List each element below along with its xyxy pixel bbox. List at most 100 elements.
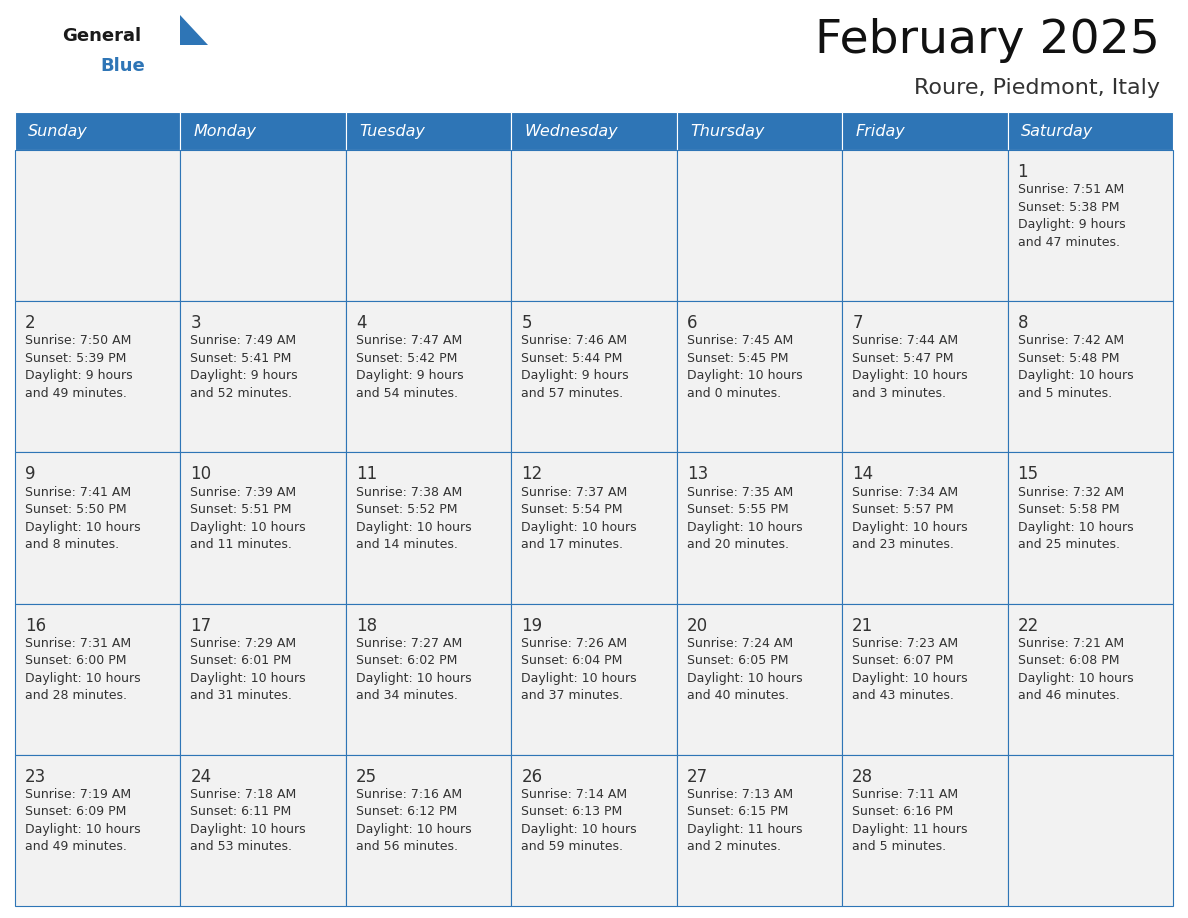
Text: 8: 8 — [1018, 314, 1028, 332]
Text: Sunrise: 7:42 AM: Sunrise: 7:42 AM — [1018, 334, 1124, 347]
Text: Daylight: 10 hours: Daylight: 10 hours — [1018, 521, 1133, 533]
Text: Sunset: 5:45 PM: Sunset: 5:45 PM — [687, 352, 788, 364]
Text: Sunrise: 7:18 AM: Sunrise: 7:18 AM — [190, 788, 297, 800]
Text: Sunrise: 7:31 AM: Sunrise: 7:31 AM — [25, 637, 131, 650]
Text: Sunset: 6:15 PM: Sunset: 6:15 PM — [687, 805, 788, 819]
Text: Daylight: 10 hours: Daylight: 10 hours — [687, 521, 802, 533]
Bar — [1007, 755, 1173, 906]
Text: Sunday: Sunday — [29, 124, 88, 139]
Text: Sunrise: 7:23 AM: Sunrise: 7:23 AM — [852, 637, 959, 650]
Bar — [181, 604, 346, 755]
Text: Sunrise: 7:47 AM: Sunrise: 7:47 AM — [356, 334, 462, 347]
Text: Daylight: 10 hours: Daylight: 10 hours — [1018, 672, 1133, 685]
Bar — [677, 112, 842, 150]
Text: Sunset: 6:05 PM: Sunset: 6:05 PM — [687, 655, 788, 667]
Text: Daylight: 10 hours: Daylight: 10 hours — [852, 521, 968, 533]
Text: and 47 minutes.: and 47 minutes. — [1018, 236, 1119, 249]
Text: Daylight: 10 hours: Daylight: 10 hours — [356, 521, 472, 533]
Text: Sunrise: 7:29 AM: Sunrise: 7:29 AM — [190, 637, 297, 650]
Text: and 11 minutes.: and 11 minutes. — [190, 538, 292, 551]
Text: Sunset: 5:42 PM: Sunset: 5:42 PM — [356, 352, 457, 364]
Bar — [1007, 150, 1173, 301]
Text: and 2 minutes.: and 2 minutes. — [687, 840, 781, 854]
Bar — [181, 150, 346, 301]
Text: Sunrise: 7:14 AM: Sunrise: 7:14 AM — [522, 788, 627, 800]
Text: and 34 minutes.: and 34 minutes. — [356, 689, 457, 702]
Text: 3: 3 — [190, 314, 201, 332]
Text: Saturday: Saturday — [1020, 124, 1093, 139]
Text: Sunrise: 7:51 AM: Sunrise: 7:51 AM — [1018, 183, 1124, 196]
Text: 14: 14 — [852, 465, 873, 484]
Bar — [511, 453, 677, 604]
Text: 15: 15 — [1018, 465, 1038, 484]
Text: Daylight: 10 hours: Daylight: 10 hours — [852, 369, 968, 382]
Text: Sunrise: 7:13 AM: Sunrise: 7:13 AM — [687, 788, 792, 800]
Text: Wednesday: Wednesday — [525, 124, 618, 139]
Text: and 8 minutes.: and 8 minutes. — [25, 538, 119, 551]
Bar — [346, 604, 511, 755]
Text: 25: 25 — [356, 767, 377, 786]
Text: Sunrise: 7:34 AM: Sunrise: 7:34 AM — [852, 486, 959, 498]
Text: and 40 minutes.: and 40 minutes. — [687, 689, 789, 702]
Text: Sunset: 5:44 PM: Sunset: 5:44 PM — [522, 352, 623, 364]
Text: and 14 minutes.: and 14 minutes. — [356, 538, 457, 551]
Text: Sunset: 6:00 PM: Sunset: 6:00 PM — [25, 655, 126, 667]
Text: and 53 minutes.: and 53 minutes. — [190, 840, 292, 854]
Text: Roure, Piedmont, Italy: Roure, Piedmont, Italy — [914, 78, 1159, 98]
Text: Sunrise: 7:27 AM: Sunrise: 7:27 AM — [356, 637, 462, 650]
Bar — [346, 112, 511, 150]
Text: 28: 28 — [852, 767, 873, 786]
Text: 1: 1 — [1018, 163, 1028, 181]
Text: 6: 6 — [687, 314, 697, 332]
Text: 23: 23 — [25, 767, 46, 786]
Bar — [677, 453, 842, 604]
Text: and 59 minutes.: and 59 minutes. — [522, 840, 624, 854]
Text: February 2025: February 2025 — [815, 18, 1159, 63]
Text: Sunset: 6:08 PM: Sunset: 6:08 PM — [1018, 655, 1119, 667]
Text: Daylight: 9 hours: Daylight: 9 hours — [1018, 218, 1125, 231]
Bar — [181, 453, 346, 604]
Text: Sunrise: 7:32 AM: Sunrise: 7:32 AM — [1018, 486, 1124, 498]
Text: Sunset: 6:13 PM: Sunset: 6:13 PM — [522, 805, 623, 819]
Text: 2: 2 — [25, 314, 36, 332]
Bar — [842, 150, 1007, 301]
Text: Sunset: 6:09 PM: Sunset: 6:09 PM — [25, 805, 126, 819]
Text: and 17 minutes.: and 17 minutes. — [522, 538, 624, 551]
Bar — [1007, 604, 1173, 755]
Text: and 28 minutes.: and 28 minutes. — [25, 689, 127, 702]
Bar — [842, 755, 1007, 906]
Bar — [842, 301, 1007, 453]
Text: 4: 4 — [356, 314, 366, 332]
Text: Daylight: 10 hours: Daylight: 10 hours — [356, 672, 472, 685]
Text: and 5 minutes.: and 5 minutes. — [1018, 386, 1112, 400]
Text: 22: 22 — [1018, 617, 1038, 634]
Bar — [677, 150, 842, 301]
Text: 5: 5 — [522, 314, 532, 332]
Bar — [842, 604, 1007, 755]
Bar — [181, 112, 346, 150]
Text: 7: 7 — [852, 314, 862, 332]
Text: 13: 13 — [687, 465, 708, 484]
Text: 16: 16 — [25, 617, 46, 634]
Text: Sunrise: 7:37 AM: Sunrise: 7:37 AM — [522, 486, 627, 498]
Text: Daylight: 10 hours: Daylight: 10 hours — [190, 823, 307, 836]
Text: Sunrise: 7:24 AM: Sunrise: 7:24 AM — [687, 637, 792, 650]
Bar — [346, 150, 511, 301]
Text: Sunset: 5:50 PM: Sunset: 5:50 PM — [25, 503, 127, 516]
Text: and 20 minutes.: and 20 minutes. — [687, 538, 789, 551]
Text: and 46 minutes.: and 46 minutes. — [1018, 689, 1119, 702]
Text: 21: 21 — [852, 617, 873, 634]
Text: 27: 27 — [687, 767, 708, 786]
Bar — [842, 453, 1007, 604]
Text: Daylight: 10 hours: Daylight: 10 hours — [687, 672, 802, 685]
Text: and 0 minutes.: and 0 minutes. — [687, 386, 781, 400]
Text: Daylight: 10 hours: Daylight: 10 hours — [1018, 369, 1133, 382]
Bar — [346, 453, 511, 604]
Text: Daylight: 10 hours: Daylight: 10 hours — [687, 369, 802, 382]
Text: Sunset: 5:48 PM: Sunset: 5:48 PM — [1018, 352, 1119, 364]
Bar — [181, 301, 346, 453]
Text: Daylight: 9 hours: Daylight: 9 hours — [190, 369, 298, 382]
Text: 17: 17 — [190, 617, 211, 634]
Text: Sunset: 6:02 PM: Sunset: 6:02 PM — [356, 655, 457, 667]
Text: Sunrise: 7:49 AM: Sunrise: 7:49 AM — [190, 334, 297, 347]
